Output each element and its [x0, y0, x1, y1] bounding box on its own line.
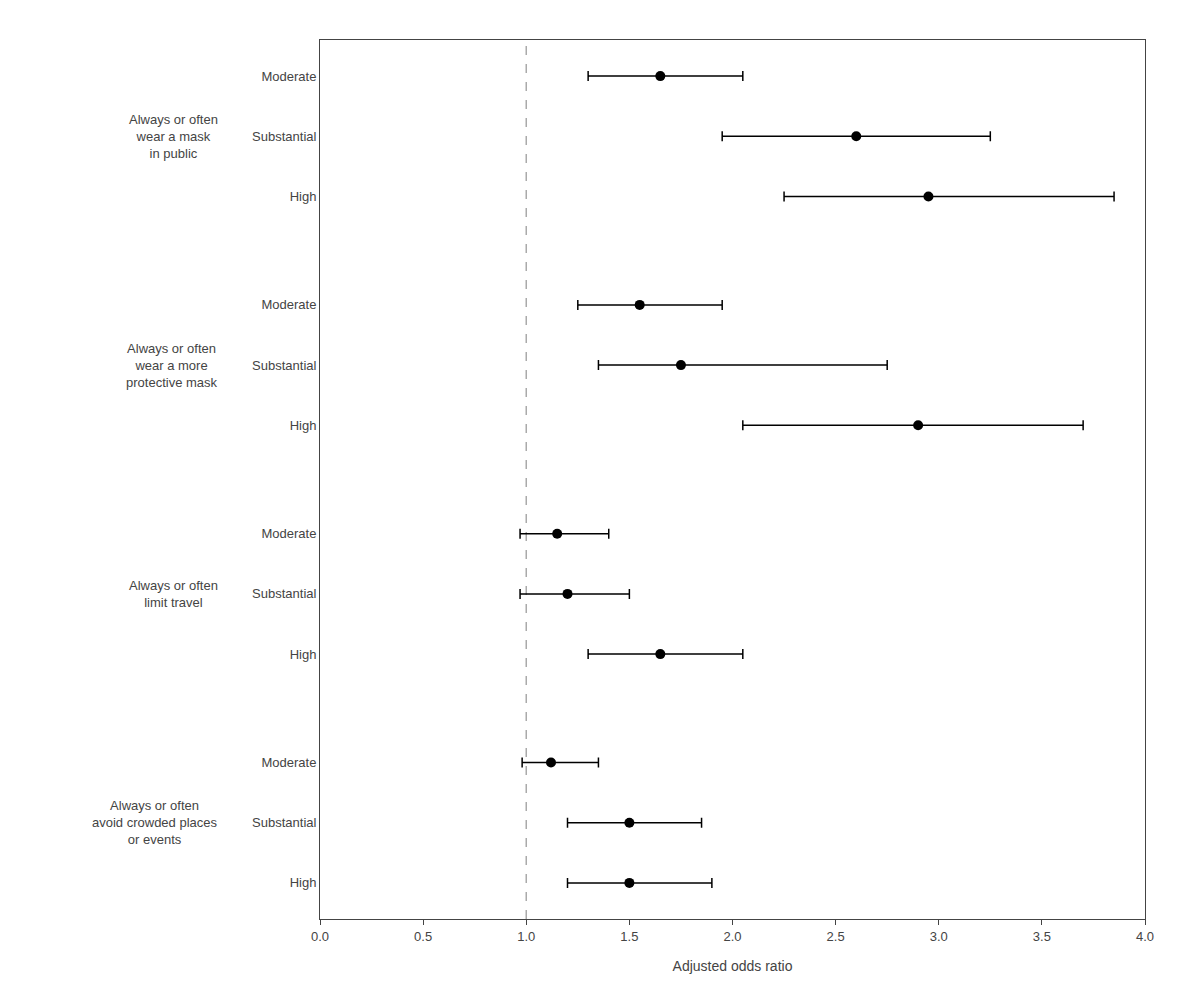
- svg-text:Substantial: Substantial: [252, 129, 316, 144]
- svg-text:1.5: 1.5: [620, 929, 638, 944]
- svg-text:3.5: 3.5: [1033, 929, 1051, 944]
- svg-text:Moderate: Moderate: [261, 69, 316, 84]
- svg-text:High: High: [290, 875, 317, 890]
- svg-text:Moderate: Moderate: [261, 755, 316, 770]
- svg-text:1.0: 1.0: [517, 929, 535, 944]
- svg-text:3.0: 3.0: [930, 929, 948, 944]
- svg-text:Always or oftenwear a maskin p: Always or oftenwear a maskin public: [129, 112, 218, 161]
- svg-text:2.5: 2.5: [827, 929, 845, 944]
- svg-text:High: High: [290, 418, 317, 433]
- svg-text:High: High: [290, 189, 317, 204]
- svg-text:Always or oftenwear a moreprot: Always or oftenwear a moreprotective mas…: [126, 341, 218, 390]
- svg-text:2.0: 2.0: [723, 929, 741, 944]
- svg-text:Substantial: Substantial: [252, 586, 316, 601]
- svg-text:Substantial: Substantial: [252, 358, 316, 373]
- svg-text:0.5: 0.5: [414, 929, 432, 944]
- svg-text:Moderate: Moderate: [261, 297, 316, 312]
- svg-text:Adjusted odds ratio: Adjusted odds ratio: [673, 958, 793, 974]
- svg-text:Substantial: Substantial: [252, 815, 316, 830]
- svg-text:4.0: 4.0: [1136, 929, 1154, 944]
- svg-text:0.0: 0.0: [311, 929, 329, 944]
- svg-text:Always or oftenlimit travel: Always or oftenlimit travel: [129, 578, 218, 610]
- svg-text:Always or oftenavoid crowded p: Always or oftenavoid crowded placesor ev…: [92, 798, 218, 847]
- svg-text:High: High: [290, 647, 317, 662]
- svg-text:Moderate: Moderate: [261, 526, 316, 541]
